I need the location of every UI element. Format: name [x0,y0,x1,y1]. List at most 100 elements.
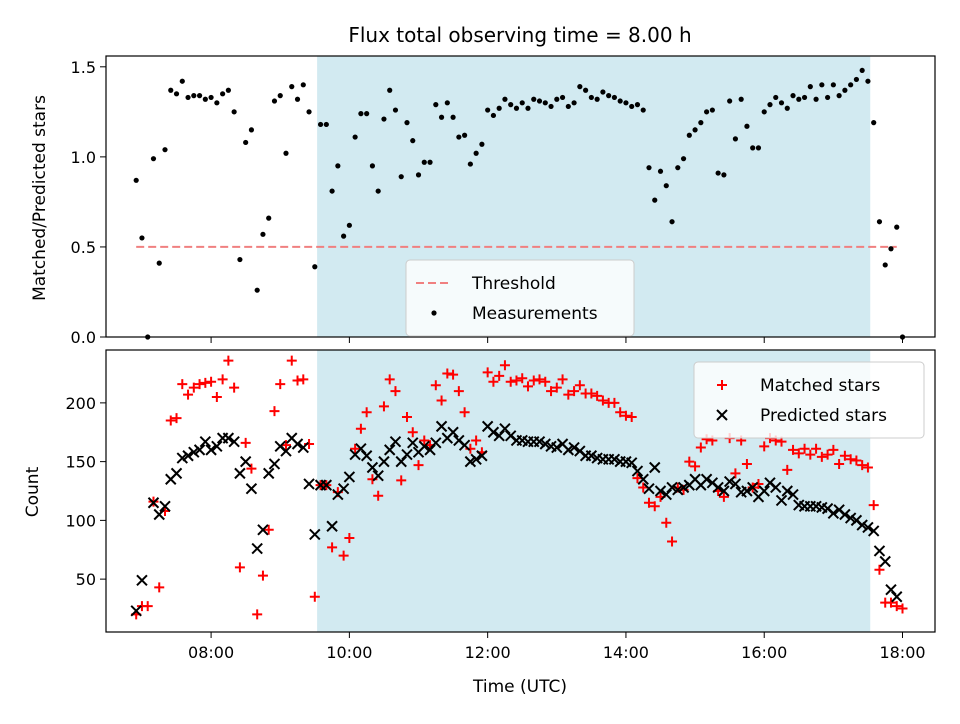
measurement-point [502,96,508,102]
top-panel: Matched/Predicted stars 0.0 0.5 1.0 1.5 Thre… [30,55,936,347]
predicted-point [856,519,868,531]
matched-point [620,410,631,421]
measurement-point [686,132,692,138]
measurement-point [600,89,606,95]
matched-point [643,497,654,508]
predicted-point [585,450,598,462]
measurement-point [196,93,203,99]
matched-point [407,427,418,438]
measurement-point [329,188,335,194]
y-tick-label: 50 [76,570,96,589]
matched-point [350,443,361,454]
measurement-point [692,127,698,133]
predicted-point [360,450,373,462]
matched-point [522,381,533,392]
matched-point [200,377,211,388]
predicted-point [280,445,292,457]
matched-point [782,464,793,475]
predicted-point [176,452,188,464]
measurement-point [133,177,139,183]
measurement-point [732,136,739,142]
matched-point [257,570,268,581]
measurement-point [513,105,520,111]
measurement-point [185,94,191,101]
series-predicted-stars [130,420,903,617]
predicted-point [263,467,275,480]
matched-point [730,468,741,479]
matched-point [684,456,695,467]
measurement-point [819,82,825,88]
matched-point [563,389,574,400]
y-tick-label: 0.5 [71,238,96,257]
matched-point [718,491,729,502]
matched-point [430,380,441,391]
matched-point [154,582,165,593]
legend-predicted-swatch [716,409,728,421]
matched-point [793,448,804,459]
y-tick-label: 1.0 [71,148,96,167]
matched-point [505,376,516,387]
matched-point [534,374,545,385]
matched-point [540,376,551,387]
measurement-point [652,197,658,203]
predicted-point [712,481,724,494]
matched-point [592,390,603,401]
predicted-point [239,455,252,468]
measurement-point [646,165,652,171]
measurement-point [375,188,381,194]
series-measurements [133,67,906,340]
measurement-point [698,120,704,126]
measurement-point [825,94,831,101]
matched-point [286,355,297,366]
measurement-point [836,93,842,99]
predicted-point [608,453,621,465]
measurement-point [364,111,370,117]
matched-point [488,376,499,387]
matched-point [857,460,868,471]
matched-point [868,500,879,511]
matched-point [442,368,453,379]
legend-label: Matched stars [760,376,880,396]
matched-point [615,407,626,418]
measurement-point [283,150,289,156]
measurement-point [243,139,249,146]
measurement-point [260,231,266,237]
measurement-point [796,96,802,102]
predicted-point [228,435,240,448]
measurement-point [479,141,485,147]
measurement-point [433,102,439,108]
legend-measurements-swatch [431,310,437,316]
measurement-point [813,96,819,102]
legend: Threshold Measurements [405,259,635,337]
measurement-point [801,94,808,101]
predicted-point [337,482,350,495]
predicted-point [741,485,753,497]
measurement-point [531,96,537,102]
x-tick-label: 10:00 [326,643,372,662]
axes-frame [105,55,936,338]
measurement-point [755,145,762,151]
predicted-point [401,448,413,461]
legend-label: Threshold [471,274,556,294]
measurement-point [588,94,594,101]
predicted-point [631,465,644,477]
bottom-ylabel: Count [23,466,43,517]
matched-point [799,443,810,454]
measurement-point [744,123,750,129]
measurement-point [767,102,773,108]
x-tick-label: 12:00 [465,643,511,662]
measurement-point [306,109,312,115]
measurement-point [421,159,427,165]
x-tick-label: 08:00 [188,643,234,662]
matched-point [298,374,309,385]
predicted-point [867,525,880,537]
matched-point [649,501,660,512]
measurement-point [473,150,479,156]
predicted-point [297,441,309,454]
measurement-point [848,82,854,88]
predicted-point [551,441,563,454]
measurement-point [859,67,865,74]
predicted-point [199,435,212,448]
measurement-point [208,94,214,101]
